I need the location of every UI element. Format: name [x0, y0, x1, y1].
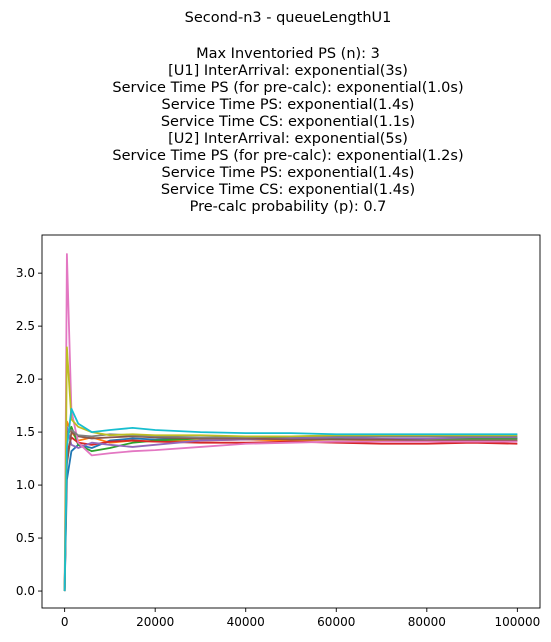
- series-line-8: [63, 429, 518, 592]
- plot-frame: [41, 234, 541, 609]
- y-tick-label: 0.5: [16, 531, 35, 545]
- chart-title-block: Second-n3 - queueLengthU1 Max Inventorie…: [112, 10, 463, 215]
- chart-title: Second-n3 - queueLengthU1: [185, 10, 392, 26]
- x-tick-label: 40000: [227, 615, 265, 629]
- subtitle-line-u2-interarrival: [U2] InterArrival: exponential(5s): [168, 131, 408, 147]
- series-line-5: [63, 425, 518, 592]
- subtitle-line-precalc-probability: Pre-calc probability (p): 0.7: [190, 199, 387, 215]
- x-tick-label: 60000: [317, 615, 355, 629]
- series-line-6: [63, 431, 518, 592]
- y-tick-label: 1.5: [16, 425, 35, 439]
- series-line-1: [63, 436, 518, 592]
- subtitle-line-u2-ps-precalc: Service Time PS (for pre-calc): exponent…: [112, 148, 463, 164]
- subtitle-line-u1-interarrival: [U1] InterArrival: exponential(3s): [168, 63, 408, 79]
- subtitle-line-u1-cs: Service Time CS: exponential(1.1s): [161, 114, 415, 130]
- axes-group: 0 20000 40000 60000 80000 100000 0.0 0.5 1.0 1.5 2…: [16, 234, 541, 629]
- subtitle-line-u2-cs: Service Time CS: exponential(1.4s): [161, 182, 415, 198]
- subtitle-line-u2-ps: Service Time PS: exponential(1.4s): [162, 165, 415, 181]
- subtitle-line-max-inventoried: Max Inventoried PS (n): 3: [196, 46, 380, 62]
- series-group: [63, 253, 518, 592]
- y-tick-label: 2.0: [16, 372, 35, 386]
- x-tick-label: 0: [61, 615, 69, 629]
- series-line-4: [63, 436, 518, 592]
- series-line-7: [63, 253, 518, 592]
- series-line-10: [63, 407, 518, 592]
- series-line-9: [63, 346, 518, 592]
- subtitle-line-u1-ps-precalc: Service Time PS (for pre-calc): exponent…: [112, 80, 463, 96]
- x-tick-label: 20000: [136, 615, 174, 629]
- y-tick-label: 2.5: [16, 319, 35, 333]
- y-tick-label: 1.0: [16, 478, 35, 492]
- y-tick-label: 0.0: [16, 584, 35, 598]
- x-tick-label: 80000: [408, 615, 446, 629]
- x-tick-label: 100000: [494, 615, 540, 629]
- subtitle-line-u1-ps: Service Time PS: exponential(1.4s): [162, 97, 415, 113]
- y-tick-label: 3.0: [16, 266, 35, 280]
